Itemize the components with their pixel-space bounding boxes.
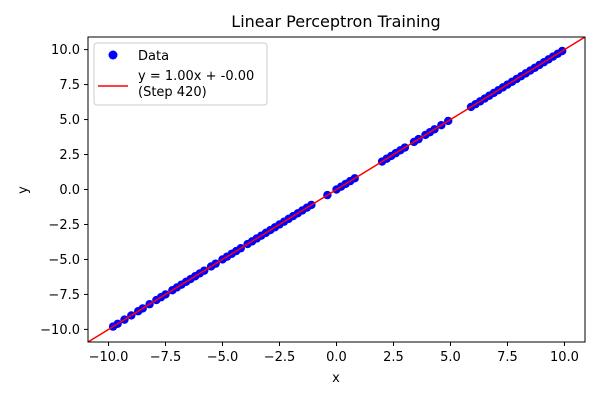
y-tick-label: −10.0 [40, 323, 80, 338]
legend-data-marker [108, 50, 118, 60]
fit-line [88, 37, 585, 342]
y-tick-label: −7.5 [48, 288, 80, 303]
legend-box [93, 42, 268, 106]
x-tick-label: −7.5 [150, 350, 182, 365]
y-axis-label: y [16, 186, 31, 194]
y-axis: −10.0 −7.5 −5.0 −2.5 0.0 2.5 5.0 7.5 10.0 [40, 43, 88, 338]
y-tick-label: 0.0 [59, 183, 80, 198]
x-tick-label: −5.0 [207, 350, 239, 365]
legend-fit-step: (Step 420) [138, 85, 207, 100]
x-tick-label: 10.0 [550, 350, 579, 365]
y-tick-label: −5.0 [48, 253, 80, 268]
y-tick-label: 7.5 [59, 78, 80, 93]
x-tick-label: −2.5 [264, 350, 296, 365]
y-tick-label: 5.0 [59, 113, 80, 128]
chart-title: Linear Perceptron Training [231, 12, 440, 31]
plot-marks [88, 37, 585, 342]
x-tick-label: 5.0 [440, 350, 461, 365]
x-tick-label: 7.5 [497, 350, 518, 365]
x-tick-label: 0.0 [326, 350, 347, 365]
legend: Data y = 1.00x + -0.00 (Step 420) [93, 42, 268, 106]
x-tick-label: −10.0 [89, 350, 129, 365]
plot-area [88, 37, 585, 342]
y-tick-label: −2.5 [48, 218, 80, 233]
x-axis-label: x [332, 371, 340, 386]
y-tick-label: 10.0 [51, 43, 80, 58]
legend-data-label: Data [138, 49, 169, 64]
legend-fit-label: y = 1.00x + -0.00 [138, 69, 254, 84]
x-axis: −10.0 −7.5 −5.0 −2.5 0.0 2.5 5.0 7.5 10.0 [89, 342, 579, 365]
x-tick-label: 2.5 [383, 350, 404, 365]
y-tick-label: 2.5 [59, 148, 80, 163]
